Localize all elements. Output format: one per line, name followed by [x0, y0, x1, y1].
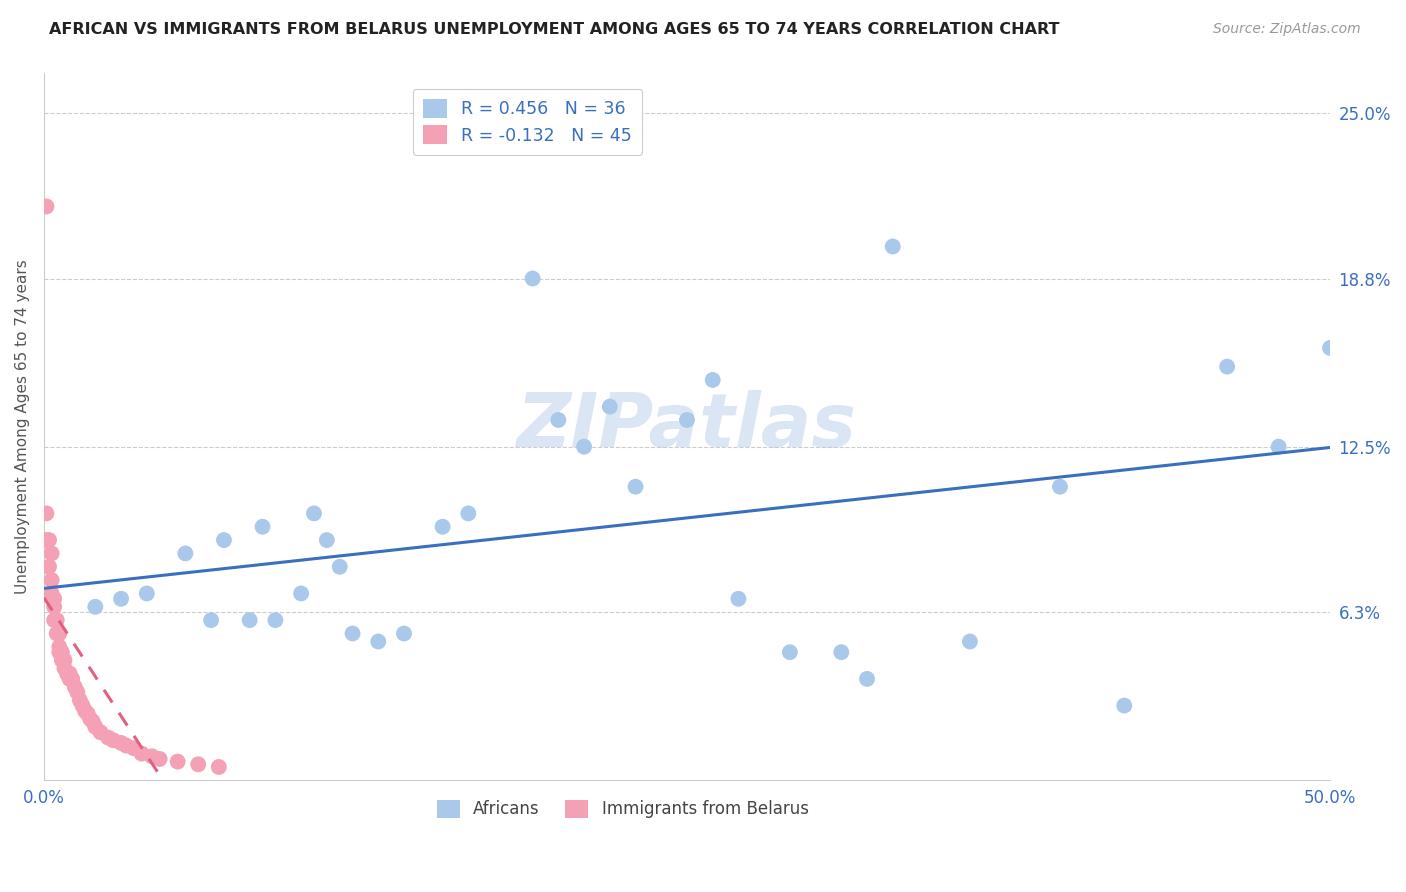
Point: [84, 720, 107, 734]
Point: [239, 613, 262, 627]
Point: [97, 731, 120, 745]
Point: [727, 591, 749, 606]
Point: [41, 546, 63, 560]
Point: [1114, 698, 1136, 713]
Point: [115, 739, 138, 753]
Point: [200, 613, 222, 627]
Point: [252, 520, 274, 534]
Point: [89, 725, 111, 739]
Point: [779, 645, 801, 659]
Point: [79, 712, 101, 726]
Point: [149, 752, 172, 766]
Point: [315, 533, 337, 547]
Point: [59, 666, 82, 681]
Point: [76, 706, 98, 721]
Point: [166, 755, 188, 769]
Point: [51, 653, 73, 667]
Point: [1267, 440, 1289, 454]
Point: [1319, 341, 1341, 355]
Point: [208, 760, 231, 774]
Point: [66, 685, 89, 699]
Point: [53, 653, 76, 667]
Point: [1216, 359, 1239, 374]
Point: [41, 573, 63, 587]
Point: [35, 507, 58, 521]
Point: [457, 507, 479, 521]
Point: [38, 559, 60, 574]
Point: [48, 626, 70, 640]
Point: [187, 757, 209, 772]
Point: [856, 672, 879, 686]
Point: [35, 533, 58, 547]
Point: [302, 507, 325, 521]
Point: [1049, 480, 1071, 494]
Text: AFRICAN VS IMMIGRANTS FROM BELARUS UNEMPLOYMENT AMONG AGES 65 TO 74 YEARS CORREL: AFRICAN VS IMMIGRANTS FROM BELARUS UNEMP…: [49, 22, 1060, 37]
Point: [329, 559, 352, 574]
Point: [60, 672, 83, 686]
Point: [432, 520, 454, 534]
Point: [522, 271, 544, 285]
Legend: Africans, Immigrants from Belarus: Africans, Immigrants from Belarus: [430, 793, 815, 825]
Point: [73, 704, 96, 718]
Point: [41, 586, 63, 600]
Point: [599, 400, 621, 414]
Point: [131, 747, 153, 761]
Point: [342, 626, 364, 640]
Point: [135, 586, 157, 600]
Point: [44, 591, 66, 606]
Point: [110, 736, 132, 750]
Point: [110, 591, 132, 606]
Point: [48, 645, 70, 659]
Point: [572, 440, 595, 454]
Point: [290, 586, 312, 600]
Point: [84, 599, 107, 614]
Point: [212, 533, 235, 547]
Point: [141, 749, 163, 764]
Point: [45, 626, 67, 640]
Point: [122, 741, 145, 756]
Point: [676, 413, 699, 427]
Point: [103, 733, 125, 747]
Point: [35, 199, 58, 213]
Text: ZIPatlas: ZIPatlas: [517, 390, 858, 463]
Point: [624, 480, 647, 494]
Point: [45, 613, 67, 627]
Point: [392, 626, 415, 640]
Point: [38, 533, 60, 547]
Point: [51, 645, 73, 659]
Point: [72, 698, 94, 713]
Point: [82, 714, 104, 729]
Text: Source: ZipAtlas.com: Source: ZipAtlas.com: [1213, 22, 1361, 37]
Point: [830, 645, 852, 659]
Point: [367, 634, 389, 648]
Point: [264, 613, 287, 627]
Point: [959, 634, 981, 648]
Point: [174, 546, 197, 560]
Point: [69, 693, 91, 707]
Y-axis label: Unemployment Among Ages 65 to 74 years: Unemployment Among Ages 65 to 74 years: [15, 260, 30, 594]
Point: [44, 599, 66, 614]
Point: [547, 413, 569, 427]
Point: [44, 613, 66, 627]
Point: [56, 666, 79, 681]
Point: [882, 239, 904, 253]
Point: [59, 672, 82, 686]
Point: [63, 680, 86, 694]
Point: [53, 661, 76, 675]
Point: [48, 640, 70, 654]
Point: [702, 373, 724, 387]
